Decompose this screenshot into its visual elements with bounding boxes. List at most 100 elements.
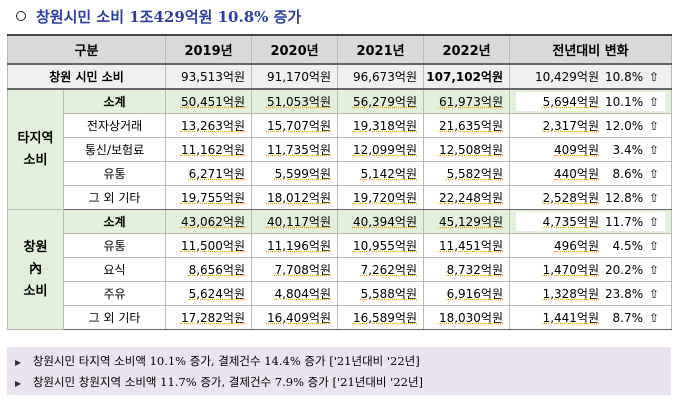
cell-2022: 45,129억원 bbox=[423, 209, 511, 234]
table-row: 전자상거래 13,263억원 15,707억원 19,318억원 21,635억원 2,3… bbox=[8, 113, 673, 138]
change-percent: 20.2% bbox=[605, 262, 644, 277]
row-label: 그 외 기타 bbox=[62, 305, 167, 330]
row-change: 5,694억원 10.1% ⇧ bbox=[509, 88, 673, 114]
header-2019: 2019년 bbox=[165, 34, 253, 65]
note-text: 창원시민 타지역 소비액 10.1% 증가, 결제건수 14.4% 증가 ['2… bbox=[32, 354, 420, 368]
row-change: 1,470억원 20.2% ⇧ bbox=[509, 257, 673, 282]
cell-2022: 12,508억원 bbox=[423, 137, 511, 162]
cell-2022: 11,451억원 bbox=[423, 233, 511, 258]
change-amount: 2,317억원 bbox=[542, 119, 600, 133]
cell-2019: 50,451억원 bbox=[165, 88, 253, 114]
cell-2020: 18,012억원 bbox=[251, 185, 339, 210]
group-category: 창원 內 소비 bbox=[7, 209, 64, 330]
change-percent: 10.1% bbox=[605, 94, 644, 109]
cell-2020: 16,409억원 bbox=[251, 305, 339, 330]
change-percent: 23.8% bbox=[605, 286, 644, 301]
change-percent: 12.8% bbox=[605, 190, 644, 205]
row-change: 409억원 3.4% ⇧ bbox=[509, 137, 673, 162]
cell-2021: 10,955억원 bbox=[337, 233, 425, 258]
row-change: 2,317억원 12.0% ⇧ bbox=[509, 113, 673, 138]
header-2020: 2020년 bbox=[251, 34, 339, 65]
table-row: 그 외 기타 17,282억원 16,409억원 16,589억원 18,030억원 1,… bbox=[8, 305, 673, 330]
consumption-table: 구분 2019년 2020년 2021년 2022년 전년대비 변화 창원 시민… bbox=[6, 34, 673, 330]
change-percent: 4.5% bbox=[612, 238, 644, 253]
cell-2020: 11,735억원 bbox=[251, 137, 339, 162]
row-label: 유통 bbox=[62, 233, 167, 258]
row-label: 통신/보험료 bbox=[62, 137, 167, 162]
cell-2019: 6,271억원 bbox=[165, 161, 253, 186]
cell-2019: 17,282억원 bbox=[165, 305, 253, 330]
row-label: 소계 bbox=[62, 209, 167, 234]
cell-2021: 7,262억원 bbox=[337, 257, 425, 282]
cell-2021: 5,588억원 bbox=[337, 281, 425, 306]
change-amount: 5,694억원 bbox=[542, 95, 600, 109]
header-change: 전년대비 변화 bbox=[509, 34, 673, 65]
change-amount: 1,328억원 bbox=[542, 287, 600, 301]
cell-2020: 4,804억원 bbox=[251, 281, 339, 306]
table-row: 그 외 기타 19,755억원 18,012억원 19,720억원 22,248억원 2,… bbox=[8, 185, 673, 210]
total-2022: 107,102억원 bbox=[423, 63, 511, 90]
cell-2020: 11,196억원 bbox=[251, 233, 339, 258]
change-amount: 496억원 bbox=[554, 239, 600, 253]
table-row: 주유 5,624억원 4,804억원 5,588억원 6,916억원 1,328억원 23.… bbox=[8, 281, 673, 306]
cell-2020: 40,117억원 bbox=[251, 209, 339, 234]
row-label: 유통 bbox=[62, 161, 167, 186]
table-row: 유통 11,500억원 11,196억원 10,955억원 11,451억원 496억원 4… bbox=[8, 233, 673, 258]
change-amount: 4,735억원 bbox=[542, 215, 600, 229]
cell-2019: 8,656억원 bbox=[165, 257, 253, 282]
up-arrow-icon: ⇧ bbox=[648, 262, 660, 277]
cell-2020: 5,599억원 bbox=[251, 161, 339, 186]
total-change-percent: 10.8% bbox=[605, 69, 644, 84]
cell-2021: 40,394억원 bbox=[337, 209, 425, 234]
cell-2019: 11,162억원 bbox=[165, 137, 253, 162]
cell-2019: 11,500억원 bbox=[165, 233, 253, 258]
cell-2022: 18,030억원 bbox=[423, 305, 511, 330]
total-2020: 91,170억원 bbox=[251, 63, 339, 90]
total-change: 10,429억원 10.8% ⇧ bbox=[509, 63, 673, 90]
cell-2020: 15,707억원 bbox=[251, 113, 339, 138]
group-category: 타지역 소비 bbox=[7, 88, 64, 210]
row-label: 그 외 기타 bbox=[62, 185, 167, 210]
up-arrow-icon: ⇧ bbox=[648, 142, 660, 157]
row-change: 4,735억원 11.7% ⇧ bbox=[509, 209, 673, 234]
table-header-row: 구분 2019년 2020년 2021년 2022년 전년대비 변화 bbox=[6, 34, 673, 65]
note-text: 창원시민 창원지역 소비액 11.7% 증가, 결제건수 7.9% 증가 ['2… bbox=[32, 375, 424, 389]
row-change: 496억원 4.5% ⇧ bbox=[509, 233, 673, 258]
cell-2019: 19,755억원 bbox=[165, 185, 253, 210]
cell-2021: 56,279억원 bbox=[337, 88, 425, 114]
row-change: 2,528억원 12.8% ⇧ bbox=[509, 185, 673, 210]
circle-bullet-icon bbox=[16, 11, 26, 21]
up-arrow-icon: ⇧ bbox=[648, 310, 660, 325]
up-arrow-icon: ⇧ bbox=[648, 238, 660, 253]
triangle-bullet-icon: ▶ bbox=[15, 358, 22, 367]
up-arrow-icon: ⇧ bbox=[648, 190, 660, 205]
total-row: 창원 시민 소비 93,513억원 91,170억원 96,673억원 107,… bbox=[6, 63, 673, 90]
cell-2019: 43,062억원 bbox=[165, 209, 253, 234]
row-label: 전자상거래 bbox=[62, 113, 167, 138]
header-2022: 2022년 bbox=[423, 34, 511, 65]
subtotal-row: 창원 內 소비 소계 43,062억원 40,117억원 40,394억원 45,129억원 4… bbox=[7, 209, 673, 330]
cell-2019: 5,624억원 bbox=[165, 281, 253, 306]
title-text: 창원시민 소비 1조429억원 10.8% 증가 bbox=[36, 7, 302, 26]
header-category: 구분 bbox=[6, 34, 167, 65]
cell-2021: 16,589억원 bbox=[337, 305, 425, 330]
cell-2022: 22,248억원 bbox=[423, 185, 511, 210]
cell-2022: 6,916억원 bbox=[423, 281, 511, 306]
total-change-amount: 10,429억원 bbox=[534, 70, 600, 84]
cell-2022: 5,582억원 bbox=[423, 161, 511, 186]
cell-2020: 51,053억원 bbox=[251, 88, 339, 114]
row-label: 요식 bbox=[62, 257, 167, 282]
table-row: 통신/보험료 11,162억원 11,735억원 12,099억원 12,508억원 40… bbox=[8, 137, 673, 162]
total-label: 창원 시민 소비 bbox=[6, 63, 167, 90]
total-2021: 96,673억원 bbox=[337, 63, 425, 90]
up-arrow-icon: ⇧ bbox=[648, 118, 660, 133]
cell-2022: 61,973억원 bbox=[423, 88, 511, 114]
note-item: ▶ 창원시민 창원지역 소비액 11.7% 증가, 결제건수 7.9% 증가 [… bbox=[15, 374, 423, 390]
change-percent: 11.7% bbox=[605, 214, 644, 229]
change-amount: 440억원 bbox=[554, 167, 600, 181]
cell-2022: 8,732억원 bbox=[423, 257, 511, 282]
up-arrow-icon: ⇧ bbox=[648, 286, 660, 301]
subtotal-row: 타지역 소비 소계 50,451억원 51,053억원 56,279억원 61,973억원 5… bbox=[7, 88, 673, 210]
row-label: 소계 bbox=[62, 88, 167, 114]
page-title: 창원시민 소비 1조429억원 10.8% 증가 bbox=[16, 5, 301, 27]
